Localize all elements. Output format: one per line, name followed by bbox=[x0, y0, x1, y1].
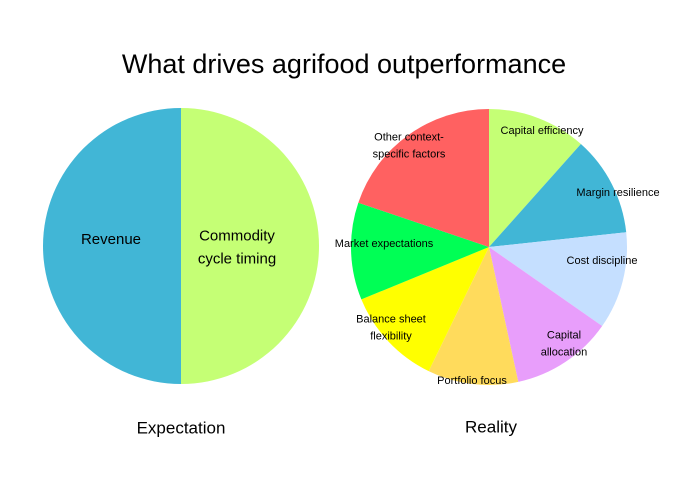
slice-label: Balance sheet flexibility bbox=[356, 313, 426, 342]
slice-label: Cost discipline bbox=[567, 255, 638, 267]
slice-label: Revenue bbox=[81, 231, 141, 248]
pie-slice bbox=[361, 247, 489, 372]
pie-slice bbox=[489, 232, 627, 326]
slice-label: Portfolio focus bbox=[437, 375, 507, 387]
pie-slice bbox=[489, 247, 603, 382]
pie-slice bbox=[43, 108, 181, 384]
slice-label: Market expectations bbox=[335, 238, 434, 250]
slice-label: Margin resilience bbox=[576, 187, 659, 199]
pie-subtitle: Expectation bbox=[137, 418, 226, 437]
slice-label: Commodity cycle timing bbox=[198, 227, 276, 267]
title: What drives agrifood outperformance bbox=[122, 49, 566, 79]
pie-slice bbox=[351, 202, 489, 300]
pie-slice bbox=[428, 247, 519, 385]
slice-label: Capital efficiency bbox=[501, 125, 584, 137]
pie-slice bbox=[489, 144, 627, 247]
pie-slice bbox=[358, 108, 489, 247]
pie-slice bbox=[489, 109, 581, 247]
slice-label: Capital allocation bbox=[541, 329, 587, 358]
slice-label: Other context-specific factors bbox=[373, 131, 446, 160]
pie-subtitle: Reality bbox=[465, 417, 517, 436]
pie-slice bbox=[181, 108, 319, 384]
